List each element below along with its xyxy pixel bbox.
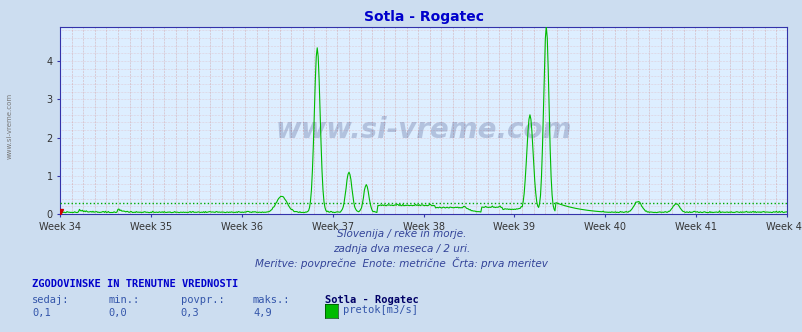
Text: 0,3: 0,3 [180,308,199,318]
Text: sedaj:: sedaj: [32,295,70,305]
Text: Sotla - Rogatec: Sotla - Rogatec [325,295,419,305]
Text: maks.:: maks.: [253,295,290,305]
Text: 0,1: 0,1 [32,308,51,318]
Text: 0,0: 0,0 [108,308,127,318]
Text: ZGODOVINSKE IN TRENUTNE VREDNOSTI: ZGODOVINSKE IN TRENUTNE VREDNOSTI [32,279,238,289]
Text: Meritve: povprečne  Enote: metrične  Črta: prva meritev: Meritve: povprečne Enote: metrične Črta:… [255,257,547,269]
Text: 4,9: 4,9 [253,308,271,318]
Text: Slovenija / reke in morje.: Slovenija / reke in morje. [336,229,466,239]
Title: Sotla - Rogatec: Sotla - Rogatec [363,10,483,24]
Text: min.:: min.: [108,295,140,305]
Text: www.si-vreme.com: www.si-vreme.com [6,93,12,159]
Text: www.si-vreme.com: www.si-vreme.com [275,116,571,144]
Text: pretok[m3/s]: pretok[m3/s] [342,305,417,315]
Text: zadnja dva meseca / 2 uri.: zadnja dva meseca / 2 uri. [333,244,469,254]
Text: povpr.:: povpr.: [180,295,224,305]
